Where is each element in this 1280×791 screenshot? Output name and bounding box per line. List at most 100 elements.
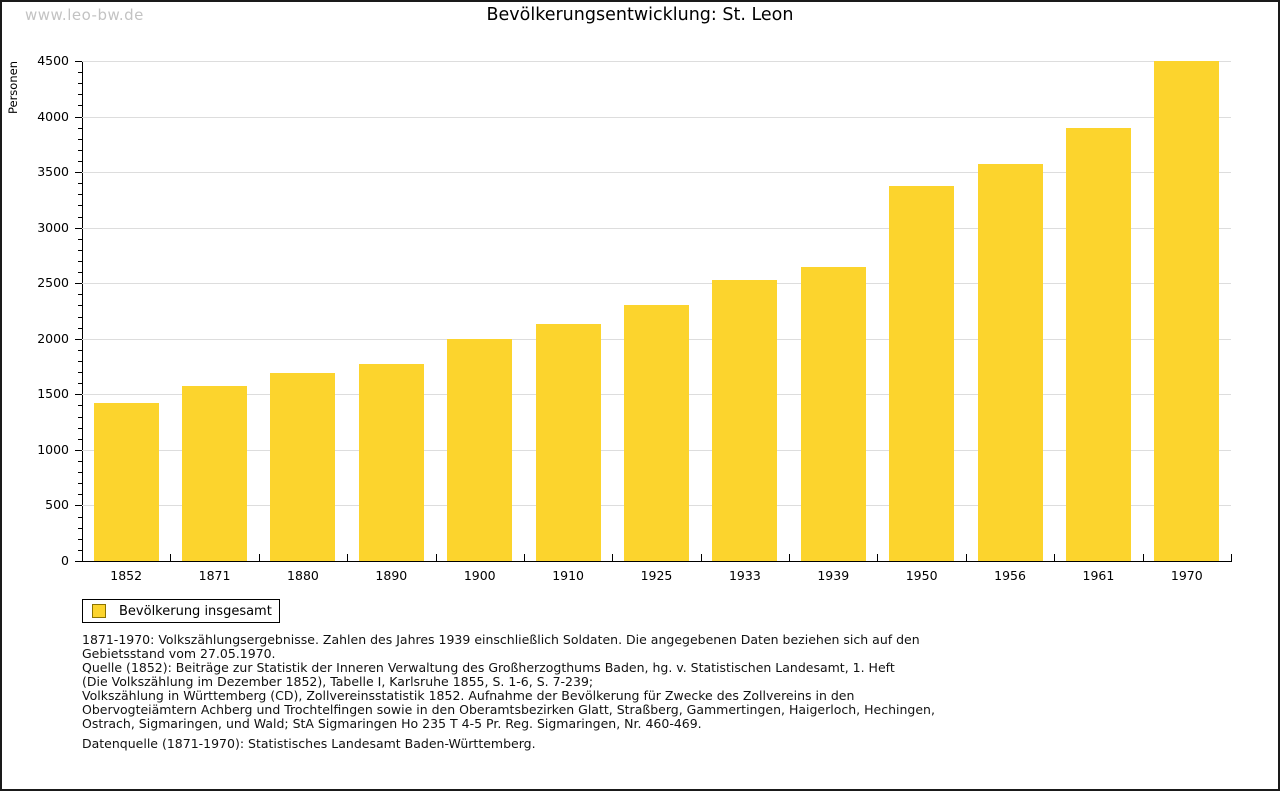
x-axis-tick-label: 1933 xyxy=(728,568,761,583)
bar-1950 xyxy=(889,186,955,561)
y-axis-minor-tick xyxy=(78,72,82,74)
y-axis-minor-tick xyxy=(78,327,82,329)
bar-1925 xyxy=(624,305,689,561)
bar-1970 xyxy=(1154,61,1220,561)
y-axis-minor-tick xyxy=(78,361,82,362)
y-axis-tick xyxy=(75,172,82,174)
y-axis-minor-tick xyxy=(78,416,82,418)
x-axis-tick-label: 1925 xyxy=(640,568,673,583)
y-axis-minor-tick xyxy=(78,194,82,196)
y-axis-minor-tick xyxy=(78,249,82,251)
y-axis-tick xyxy=(75,449,82,451)
y-axis-minor-tick xyxy=(78,427,82,429)
y-axis-tick-label: 1500 xyxy=(37,386,69,402)
datasource-line: Datenquelle (1871-1970): Statistisches L… xyxy=(82,736,536,751)
source-note-line: Gebietsstand vom 27.05.1970. xyxy=(82,646,276,661)
bar-1871 xyxy=(182,386,248,561)
source-note-line: (Die Volkszählung im Dezember 1852), Tab… xyxy=(82,674,594,689)
source-note-line: 1871-1970: Volkszählungsergebnisse. Zahl… xyxy=(82,632,920,647)
bar-1961 xyxy=(1065,127,1131,561)
y-axis-tick xyxy=(75,227,82,229)
y-axis-tick xyxy=(75,561,82,562)
y-axis-tick-label: 3000 xyxy=(37,219,69,235)
y-axis-minor-tick xyxy=(78,372,82,374)
x-axis-tick xyxy=(170,554,172,561)
y-axis-tick-label: 0 xyxy=(61,553,69,568)
source-note-line: Quelle (1852): Beiträge zur Statistik de… xyxy=(82,660,895,675)
y-axis-tick xyxy=(75,338,82,340)
y-axis-tick-label: 4500 xyxy=(37,53,69,68)
source-note-line: Obervogteiämtern Achberg und Trochtelfin… xyxy=(82,702,935,717)
x-axis-tick-label: 1956 xyxy=(994,568,1026,583)
plot-area xyxy=(82,61,1232,562)
x-axis-tick-label: 1871 xyxy=(198,568,231,583)
x-axis-tick-label: 1939 xyxy=(817,568,850,583)
y-axis-tick xyxy=(75,505,82,507)
y-axis-minor-tick xyxy=(78,216,82,218)
y-axis-minor-tick xyxy=(78,438,82,440)
source-notes: 1871-1970: Volkszählungsergebnisse. Zahl… xyxy=(82,633,1202,751)
y-axis-minor-tick xyxy=(78,461,82,462)
legend: Bevölkerung insgesamt xyxy=(82,599,280,623)
bar-1852 xyxy=(93,403,159,561)
y-axis-tick-label: 4000 xyxy=(37,108,69,124)
x-axis-tick-label: 1890 xyxy=(375,568,408,583)
y-axis-tick xyxy=(75,61,82,62)
bar-1890 xyxy=(358,363,424,561)
x-axis-tick xyxy=(789,554,791,561)
y-axis-tick-label: 2000 xyxy=(37,330,69,346)
y-axis-minor-tick xyxy=(78,405,82,407)
bar-1956 xyxy=(977,164,1043,561)
y-axis-minor-tick xyxy=(78,83,82,85)
y-axis-tick xyxy=(75,394,82,396)
y-axis-minor-tick xyxy=(78,472,82,474)
x-axis-tick xyxy=(435,554,437,561)
y-axis-tick xyxy=(75,283,82,285)
x-axis-tick xyxy=(700,554,702,561)
x-axis-tick-label: 1880 xyxy=(287,568,319,583)
y-axis-minor-tick xyxy=(78,516,82,518)
bar-1933 xyxy=(712,279,778,561)
x-axis-tick-label: 1910 xyxy=(552,568,585,583)
x-axis-tick-label: 1852 xyxy=(110,568,143,583)
legend-label: Bevölkerung insgesamt xyxy=(119,603,272,619)
y-axis-minor-tick xyxy=(78,483,82,485)
y-axis-minor-tick xyxy=(78,527,82,529)
y-axis-minor-tick xyxy=(78,94,82,96)
y-axis-minor-tick xyxy=(78,294,82,296)
y-axis-minor-tick xyxy=(78,161,82,162)
y-axis-minor-tick xyxy=(78,549,82,551)
x-axis-tick xyxy=(1142,554,1144,561)
y-axis-minor-tick xyxy=(78,138,82,140)
x-axis-tick xyxy=(258,554,260,561)
x-axis-tick xyxy=(877,554,879,561)
y-axis-minor-tick xyxy=(78,272,82,274)
x-axis-tick xyxy=(965,554,967,561)
bar-1880 xyxy=(270,373,336,561)
x-axis-tick-label: 1900 xyxy=(463,568,496,583)
gridline xyxy=(82,172,1231,174)
x-axis-tick xyxy=(1231,554,1232,561)
x-axis-tick xyxy=(347,554,349,561)
y-axis-minor-tick xyxy=(78,349,82,351)
bar-1900 xyxy=(447,338,513,561)
y-axis-minor-tick xyxy=(78,538,82,540)
y-axis-tick-label: 1000 xyxy=(37,441,69,457)
y-axis-minor-tick xyxy=(78,183,82,185)
source-note-line: Ostrach, Sigmaringen, und Wald; StA Sigm… xyxy=(82,716,702,731)
gridline xyxy=(82,61,1231,62)
gridline xyxy=(82,116,1231,118)
bar-1939 xyxy=(800,266,866,561)
x-axis-tick-label: 1950 xyxy=(905,568,938,583)
x-axis-tick xyxy=(523,554,525,561)
y-axis-tick xyxy=(75,116,82,118)
y-axis-minor-tick xyxy=(78,205,82,207)
x-axis-tick xyxy=(612,554,614,561)
y-axis-tick-label: 2500 xyxy=(37,275,69,291)
y-axis-minor-tick xyxy=(78,261,82,262)
y-axis-minor-tick xyxy=(78,127,82,129)
bar-1910 xyxy=(535,324,601,561)
chart-title: Bevölkerungsentwicklung: St. Leon xyxy=(486,5,794,25)
